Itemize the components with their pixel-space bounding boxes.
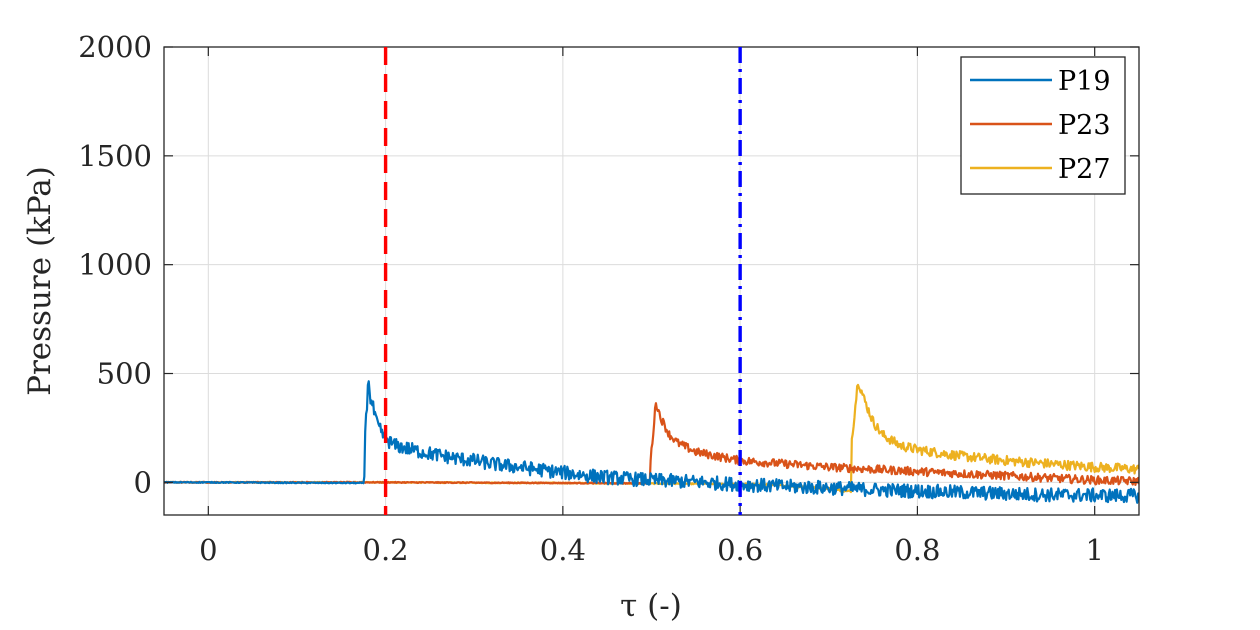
x-tick-label: 0 xyxy=(199,533,217,567)
y-tick-label: 500 xyxy=(97,357,152,391)
legend: P19 P23 P27 xyxy=(960,56,1126,195)
y-tick-label: 1500 xyxy=(78,139,152,173)
x-tick-label: 0.2 xyxy=(363,533,409,567)
legend-label: P19 xyxy=(1058,66,1111,97)
x-tick-label: 1 xyxy=(1085,533,1103,567)
plot-frame xyxy=(163,46,1140,516)
x-tick-label: 0.6 xyxy=(717,533,763,567)
legend-label: P27 xyxy=(1058,154,1111,185)
x-tick-label: 0.8 xyxy=(894,533,940,567)
x-axis-label: τ (-) xyxy=(620,588,682,624)
legend-label: P23 xyxy=(1058,110,1111,141)
y-tick-label: 1000 xyxy=(78,248,152,282)
x-tick-label: 0.4 xyxy=(540,533,586,567)
reference-lines xyxy=(383,47,742,515)
plot-series xyxy=(164,380,1139,504)
y-axis-label: Pressure (kPa) xyxy=(22,166,58,396)
series-line-p19 xyxy=(164,380,1139,504)
y-tick-label: 2000 xyxy=(78,30,152,64)
y-tick-label: 0 xyxy=(134,465,152,499)
